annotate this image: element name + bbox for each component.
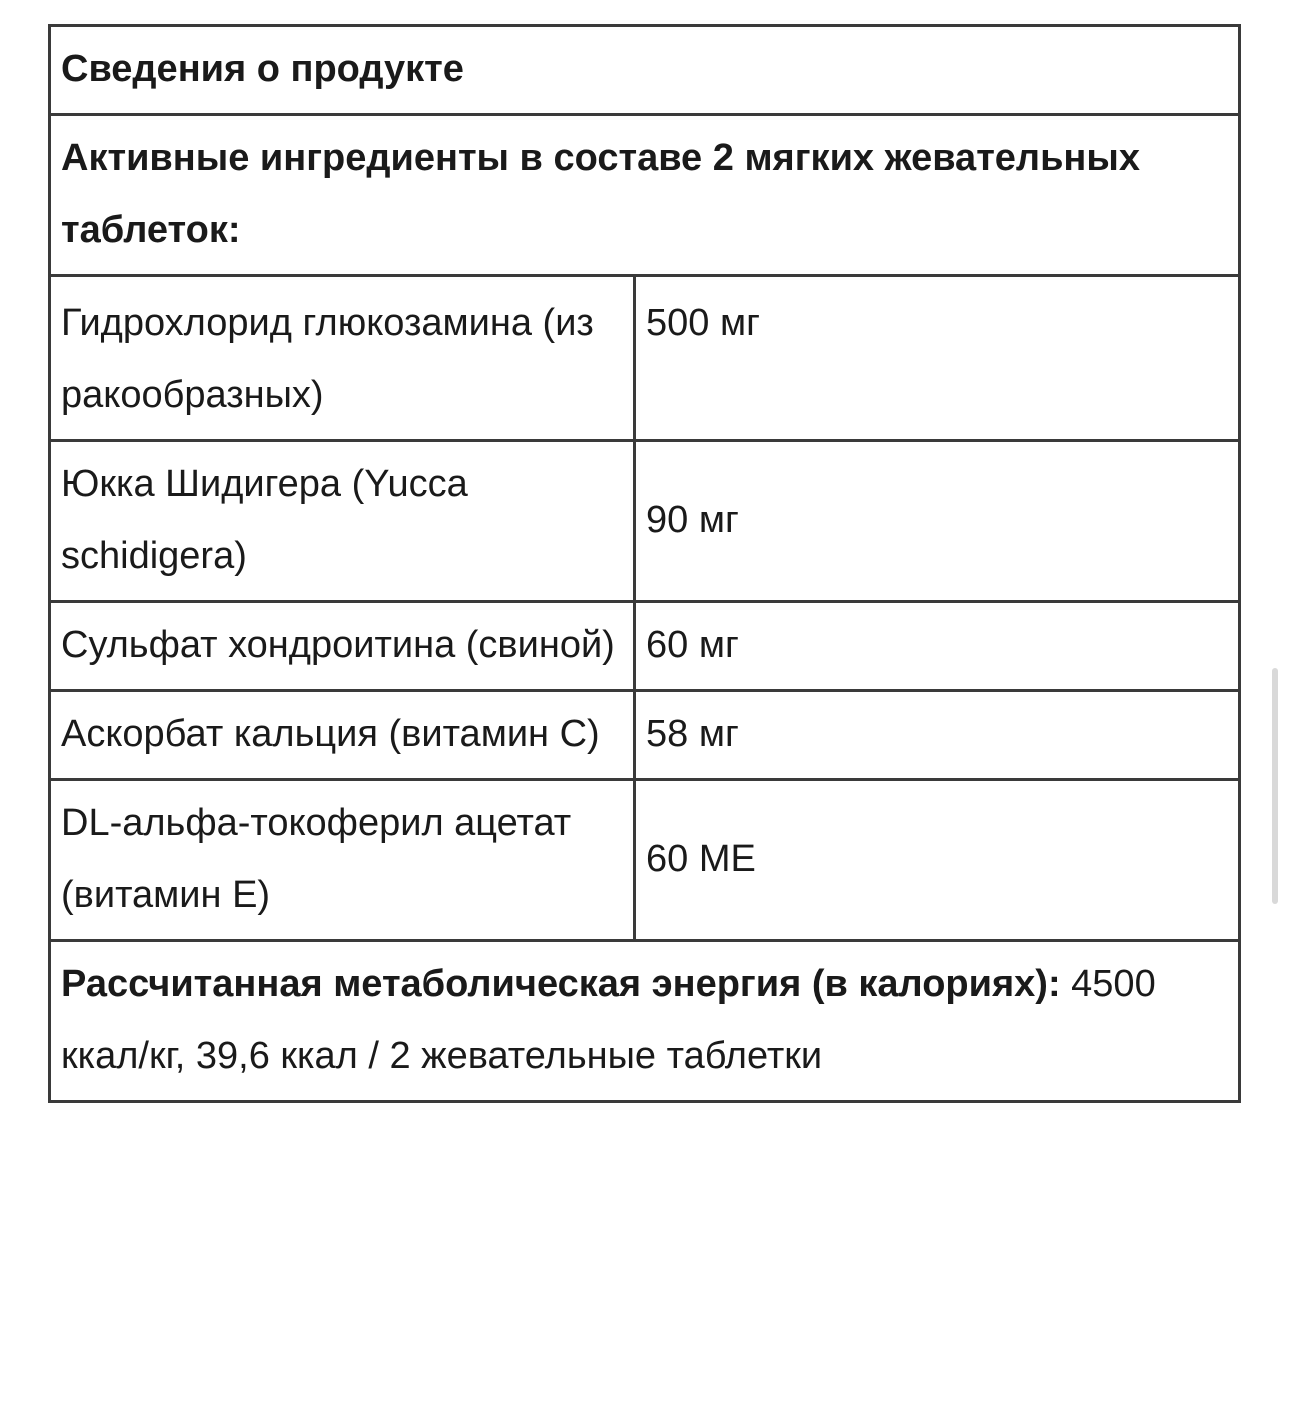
table-subtitle: Активные ингредиенты в составе 2 мягких … bbox=[48, 113, 1241, 277]
ingredient-amount: 60 мг bbox=[633, 600, 1241, 692]
ingredient-name: Юкка Шидигера (Yucca schidigera) bbox=[48, 439, 636, 603]
table-row: Юкка Шидигера (Yucca schidigera) 90 мг bbox=[48, 439, 1241, 603]
table-row: Сульфат хондроитина (свиной) 60 мг bbox=[48, 600, 1241, 692]
energy-value: 4500 ккал/кг, 39,6 ккал / 2 жевательные … bbox=[61, 963, 1156, 1077]
table-title: Сведения о продукте bbox=[48, 24, 1241, 116]
table-row: DL-альфа-токоферил ацетат (витамин Е) 60… bbox=[48, 778, 1241, 942]
ingredient-name: Гидрохлорид глюкозамина (из ракообразных… bbox=[48, 274, 636, 442]
ingredient-amount: 500 мг bbox=[633, 274, 1241, 442]
table-row: Гидрохлорид глюкозамина (из ракообразных… bbox=[48, 274, 1241, 442]
scrollbar[interactable] bbox=[1272, 668, 1278, 904]
ingredient-amount: 60 МЕ bbox=[633, 778, 1241, 942]
energy-label: Рассчитанная метаболическая энергия (в к… bbox=[61, 963, 1061, 1005]
ingredient-amount: 58 мг bbox=[633, 689, 1241, 781]
energy-row: Рассчитанная метаболическая энергия (в к… bbox=[48, 939, 1241, 1103]
table-row: Аскорбат кальция (витамин С) 58 мг bbox=[48, 689, 1241, 781]
ingredient-name: Аскорбат кальция (витамин С) bbox=[48, 689, 636, 781]
product-info-table: Сведения о продукте Активные ингредиенты… bbox=[48, 24, 1241, 1103]
energy-cell: Рассчитанная метаболическая энергия (в к… bbox=[48, 939, 1241, 1103]
ingredient-name: Сульфат хондроитина (свиной) bbox=[48, 600, 636, 692]
ingredient-amount: 90 мг bbox=[633, 439, 1241, 603]
ingredient-name: DL-альфа-токоферил ацетат (витамин Е) bbox=[48, 778, 636, 942]
